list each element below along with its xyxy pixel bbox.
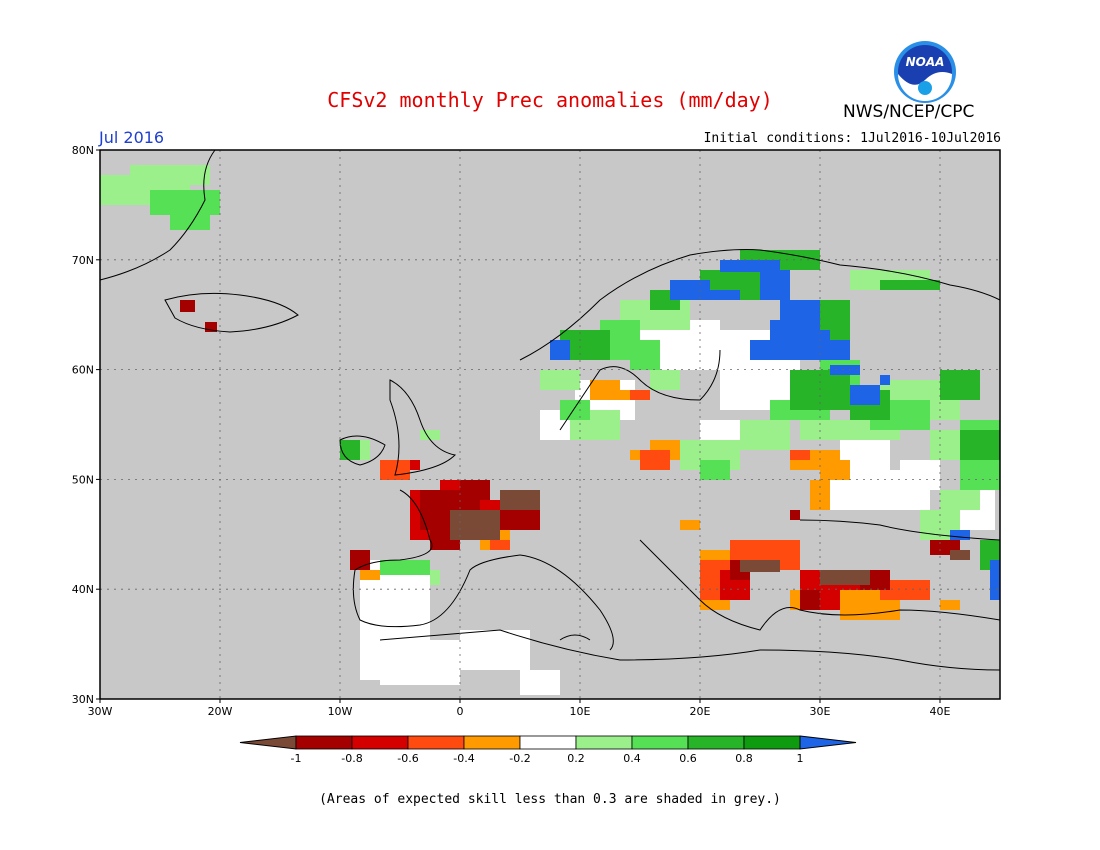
lon-label: 30E bbox=[810, 705, 831, 718]
legend-label: -1 bbox=[291, 752, 302, 765]
logo-text: NOAA bbox=[906, 55, 945, 69]
lat-label: 40N bbox=[72, 583, 94, 596]
lon-label: 10E bbox=[570, 705, 591, 718]
legend-label: -0.4 bbox=[453, 752, 474, 765]
coastlines bbox=[99, 149, 1001, 671]
legend-swatch bbox=[575, 735, 633, 750]
legend-label: 0.8 bbox=[735, 752, 753, 765]
lon-label: 0 bbox=[457, 705, 464, 718]
legend-label: 0.6 bbox=[679, 752, 697, 765]
legend-swatch bbox=[631, 735, 689, 750]
legend-label: -0.8 bbox=[341, 752, 362, 765]
initial-conditions: Initial conditions: 1Jul2016-10Jul2016 bbox=[703, 131, 1001, 146]
legend-label: -0.2 bbox=[509, 752, 530, 765]
legend-arrow-left bbox=[239, 735, 297, 750]
legend-swatch bbox=[463, 735, 521, 750]
legend-swatch bbox=[295, 735, 353, 750]
noaa-logo: NOAA bbox=[894, 41, 956, 103]
lon-label: 20E bbox=[690, 705, 711, 718]
lat-label: 30N bbox=[72, 693, 94, 706]
chart-title: CFSv2 monthly Prec anomalies (mm/day) bbox=[327, 88, 773, 112]
lat-label: 70N bbox=[72, 254, 94, 267]
lon-label: 10W bbox=[328, 705, 353, 718]
lat-lon-grid bbox=[100, 150, 1000, 699]
legend-swatch bbox=[519, 735, 577, 750]
legend-label: 0.4 bbox=[623, 752, 641, 765]
lon-label: 30W bbox=[88, 705, 113, 718]
legend-label: 1 bbox=[797, 752, 804, 765]
lat-label: 80N bbox=[72, 144, 94, 157]
longitude-labels: 30W 20W 10W 0 10E 20E 30E 40E bbox=[88, 699, 951, 718]
latitude-labels: 80N 70N 60N 50N 40N 30N bbox=[72, 144, 100, 706]
map-frame bbox=[99, 149, 1001, 700]
legend-swatch bbox=[351, 735, 409, 750]
skill-caption: (Areas of expected skill less than 0.3 a… bbox=[319, 792, 781, 807]
legend-label: 0.2 bbox=[567, 752, 585, 765]
lon-label: 40E bbox=[930, 705, 951, 718]
forecast-month: Jul 2016 bbox=[99, 128, 165, 147]
agency-label: NWS/NCEP/CPC bbox=[843, 102, 975, 122]
lat-label: 50N bbox=[72, 473, 94, 486]
legend-swatch bbox=[687, 735, 745, 750]
legend-arrow-right bbox=[799, 735, 857, 750]
color-legend: -1 -0.8 -0.6 -0.4 -0.2 0.2 0.4 0.6 0.8 1 bbox=[239, 735, 857, 765]
legend-label: -0.6 bbox=[397, 752, 418, 765]
legend-swatch bbox=[407, 735, 465, 750]
lat-label: 60N bbox=[72, 364, 94, 377]
lon-label: 20W bbox=[208, 705, 233, 718]
legend-swatch bbox=[743, 735, 801, 750]
